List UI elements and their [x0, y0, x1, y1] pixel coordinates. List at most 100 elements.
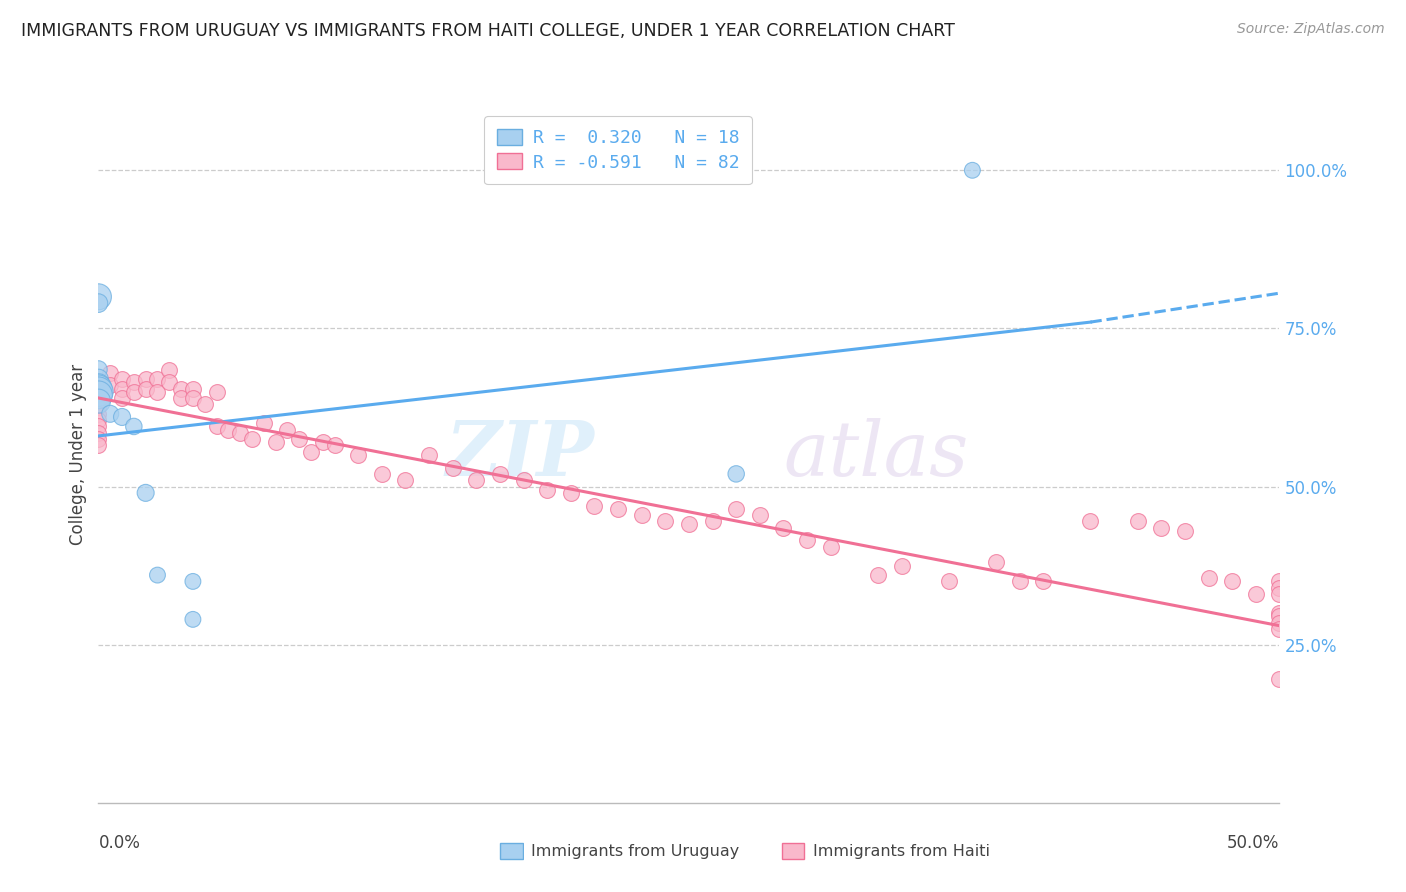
Point — [962, 163, 984, 178]
Point — [122, 384, 145, 399]
Point — [630, 508, 652, 522]
Point — [135, 382, 157, 396]
Point — [194, 397, 217, 411]
Text: IMMIGRANTS FROM URUGUAY VS IMMIGRANTS FROM HAITI COLLEGE, UNDER 1 YEAR CORRELATI: IMMIGRANTS FROM URUGUAY VS IMMIGRANTS FR… — [21, 22, 955, 40]
Point — [111, 372, 134, 386]
Point — [1268, 609, 1291, 624]
Point — [1126, 514, 1149, 528]
Point — [87, 378, 110, 392]
Bar — [501, 843, 523, 859]
Point — [135, 486, 157, 500]
Point — [418, 448, 440, 462]
Point — [205, 384, 228, 399]
Point — [1008, 574, 1031, 589]
Point — [465, 473, 488, 487]
Point — [299, 444, 322, 458]
Point — [1174, 524, 1197, 538]
Point — [1150, 521, 1173, 535]
Point — [87, 388, 110, 402]
Point — [583, 499, 606, 513]
Point — [181, 391, 204, 405]
Point — [146, 568, 169, 582]
Point — [135, 372, 157, 386]
Point — [146, 384, 169, 399]
Point — [111, 391, 134, 405]
Point — [1198, 571, 1220, 585]
Point — [87, 394, 110, 409]
Point — [1244, 587, 1267, 601]
Point — [725, 501, 748, 516]
Point — [1080, 514, 1102, 528]
Point — [87, 419, 110, 434]
Point — [725, 467, 748, 481]
Point — [371, 467, 394, 481]
Point — [394, 473, 416, 487]
Point — [1268, 615, 1291, 630]
Point — [87, 407, 110, 421]
Point — [122, 375, 145, 389]
Point — [87, 296, 110, 310]
Point — [87, 290, 110, 304]
Text: Immigrants from Haiti: Immigrants from Haiti — [813, 845, 990, 859]
Point — [264, 435, 287, 450]
Point — [489, 467, 512, 481]
Point — [323, 438, 346, 452]
Point — [1032, 574, 1054, 589]
Point — [1268, 581, 1291, 595]
Point — [678, 517, 700, 532]
Point — [512, 473, 534, 487]
Point — [157, 375, 180, 389]
Point — [1268, 574, 1291, 589]
Point — [217, 423, 239, 437]
Point — [607, 501, 630, 516]
Point — [87, 432, 110, 446]
Point — [111, 409, 134, 424]
Point — [772, 521, 794, 535]
Text: Source: ZipAtlas.com: Source: ZipAtlas.com — [1237, 22, 1385, 37]
Point — [98, 407, 121, 421]
Text: 50.0%: 50.0% — [1227, 834, 1279, 852]
Point — [938, 574, 960, 589]
Point — [170, 382, 193, 396]
Text: atlas: atlas — [783, 418, 969, 491]
Point — [98, 366, 121, 380]
Point — [560, 486, 582, 500]
Point — [536, 483, 558, 497]
Point — [347, 448, 370, 462]
Point — [98, 378, 121, 392]
Point — [122, 419, 145, 434]
Point — [181, 574, 204, 589]
Point — [890, 558, 912, 573]
Point — [157, 362, 180, 376]
Point — [441, 460, 464, 475]
Point — [181, 382, 204, 396]
Point — [181, 612, 204, 626]
Point — [796, 533, 818, 548]
Point — [240, 432, 263, 446]
Point — [1268, 606, 1291, 620]
Point — [748, 508, 770, 522]
Point — [87, 378, 110, 392]
Point — [820, 540, 842, 554]
Point — [654, 514, 676, 528]
Point — [253, 417, 276, 431]
Point — [276, 423, 298, 437]
Point — [87, 384, 110, 399]
Point — [1220, 574, 1243, 589]
Point — [984, 556, 1007, 570]
Point — [87, 401, 110, 415]
Point — [87, 388, 110, 402]
Point — [87, 413, 110, 427]
Point — [229, 425, 252, 440]
Point — [170, 391, 193, 405]
Text: 0.0%: 0.0% — [98, 834, 141, 852]
Point — [312, 435, 335, 450]
Point — [87, 425, 110, 440]
Bar — [782, 843, 804, 859]
Point — [111, 382, 134, 396]
Point — [146, 372, 169, 386]
Point — [87, 394, 110, 409]
Text: ZIP: ZIP — [446, 418, 595, 491]
Point — [87, 362, 110, 376]
Text: Immigrants from Uruguay: Immigrants from Uruguay — [531, 845, 740, 859]
